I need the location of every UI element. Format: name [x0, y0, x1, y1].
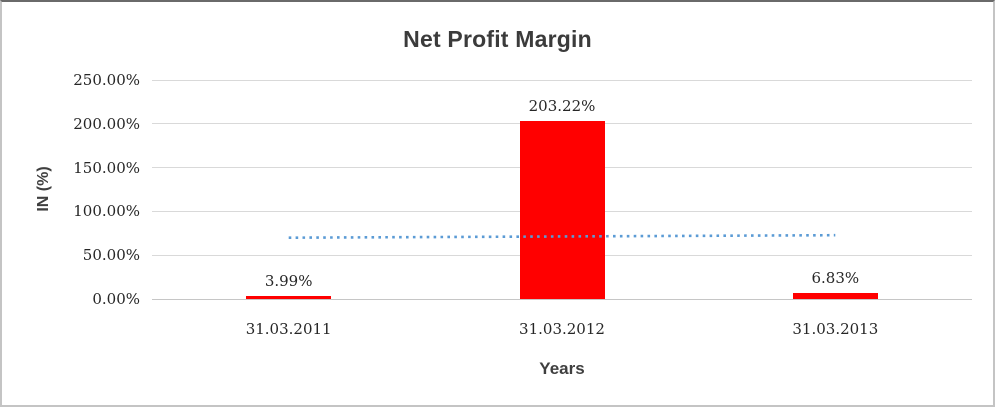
chart-title: Net Profit Margin [403, 26, 592, 52]
y-tick-label: 150.00% [73, 158, 140, 177]
trendline-layer [288, 233, 836, 239]
gridline [152, 298, 972, 300]
bar [246, 295, 332, 299]
bar [792, 293, 878, 299]
x-tick-label: 31.03.2013 [792, 320, 879, 338]
x-tick-label: 31.03.2011 [245, 320, 332, 338]
x-axis-title: Years [539, 359, 585, 378]
plot-area: 3.99% 203.22% 6.83% [152, 79, 972, 300]
y-tick-label: 100.00% [73, 202, 140, 221]
bar-data-label: 6.83% [811, 269, 860, 288]
trendline [288, 233, 836, 239]
y-tick-label: 200.00% [73, 114, 140, 133]
y-tick-label: 250.00% [73, 71, 140, 89]
bar-data-label: 203.22% [528, 96, 596, 115]
x-tick-label: 31.03.2012 [519, 320, 605, 338]
gridline [152, 79, 972, 81]
bar-data-label: 3.99% [264, 271, 313, 290]
y-tick-label: 50.00% [82, 246, 140, 265]
y-tick-label: 0.00% [92, 290, 140, 308]
bar [519, 120, 605, 299]
